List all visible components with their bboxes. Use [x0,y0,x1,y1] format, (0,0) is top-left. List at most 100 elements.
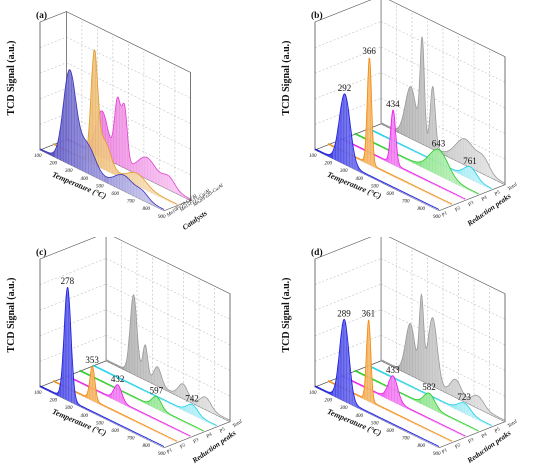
grid-line [79,371,204,433]
lane-label: P3 [467,437,476,445]
series-p5 [92,364,217,427]
lane-label: P1 [165,448,173,456]
grid-line [341,376,466,438]
x-tick-label: 500 [371,421,379,426]
x-tick-label: 800 [143,207,151,212]
x-tick-label: 600 [387,429,395,434]
grid-line [39,62,67,74]
lane-label: P1 [440,211,448,219]
x-tick-label: 700 [127,437,135,442]
series-line [341,109,466,200]
series-area [106,294,230,422]
x-tick-label: 300 [340,406,348,411]
lane-label: P5 [493,427,502,435]
lane-label: P2 [454,443,463,451]
panel-label: (a) [36,10,47,21]
series-p1 [39,286,165,448]
x-tick-label: 700 [402,200,410,205]
x-tick-label: 100 [34,154,42,159]
lane-label: P3 [192,437,201,445]
grid-line [66,376,191,438]
panel-label: (d) [311,247,323,258]
panel-label: (b) [311,10,323,21]
x-tick-label: 300 [340,169,348,174]
x-tick-label: 800 [418,444,426,449]
peak-label: 289 [337,308,351,318]
series-line [105,294,231,421]
x-tick-label: 300 [65,406,73,411]
grid-line [380,309,506,371]
x-tick-label: 200 [325,399,333,404]
x-tick-label: 500 [371,184,379,189]
x-tick-label: 400 [81,414,89,419]
x-tick-label: 400 [356,414,364,419]
x-tick-label: 200 [50,162,58,167]
series-area [315,319,439,448]
x-tick-label: 900 [433,452,441,457]
peak-label: 292 [338,83,352,93]
series-line [354,369,479,432]
series-p1 [314,318,440,448]
grid-line [66,36,191,99]
peak-label: 433 [386,365,400,375]
grid-line [39,36,67,48]
grid-line [380,72,506,134]
series-area [40,69,164,211]
x-tick-label: 700 [402,437,410,442]
peak-label: 742 [185,394,199,404]
panel-label: (c) [36,247,47,258]
series-p1 [314,93,440,211]
series-p3 [66,374,191,438]
x-tick-label: 600 [112,192,120,197]
lane-label: P4 [480,432,489,440]
x-tick-label: 200 [325,162,333,167]
series-line [314,318,440,447]
series-area [381,36,505,185]
series-p4 [354,369,479,433]
lane-label: P5 [493,190,502,198]
panel-c: 100 200 300 400 500 600 700 800 900 P1 P2 P3 P4 P5 Tot… [6,237,244,465]
series-line [39,69,165,210]
series-line [314,93,440,210]
lane-label: P4 [205,432,214,440]
grid-line [341,139,466,201]
y-axis-label: TCD Signal (a.u.) [6,40,17,115]
series-area [53,50,178,206]
peak-label: 434 [386,99,400,109]
x-tick-label: 500 [96,421,104,426]
lane-label: Total [507,419,519,429]
x-tick-label: 800 [143,444,151,449]
y-axis-label: TCD Signal (a.u.) [281,277,292,352]
grid-line [66,88,191,150]
x-tick-label: 900 [433,215,441,220]
series-area [315,93,439,211]
series-total [380,36,506,185]
z-axis-label: Reduction peaks [465,191,513,228]
x-tick-label: 100 [309,391,317,396]
x-tick-label: 600 [112,429,120,434]
series-p2 [328,319,453,443]
x-tick-label: 400 [356,177,364,182]
series-line [380,292,506,421]
series-area [381,294,505,422]
series-p4 [354,132,479,196]
peak-label: 361 [362,309,376,319]
x-tick-label: 100 [309,154,317,159]
grid-line [380,21,506,83]
peak-label: 597 [150,386,164,396]
series-mn10fe10-cu-al [39,69,165,211]
peak-label: 432 [111,374,125,384]
peak-label: 366 [362,46,376,56]
x-tick-label: 500 [96,184,104,189]
z-axis-label: Reduction peaks [190,428,238,465]
z-axis-label: Reduction peaks [465,428,513,465]
grid-line [105,309,231,371]
grid-line [105,258,231,320]
series-line [380,36,506,184]
x-tick-label: 300 [65,169,73,174]
grid-line [380,258,506,320]
peak-label: 723 [457,392,471,402]
series-line [39,286,165,447]
x-tick-label: 200 [50,399,58,404]
